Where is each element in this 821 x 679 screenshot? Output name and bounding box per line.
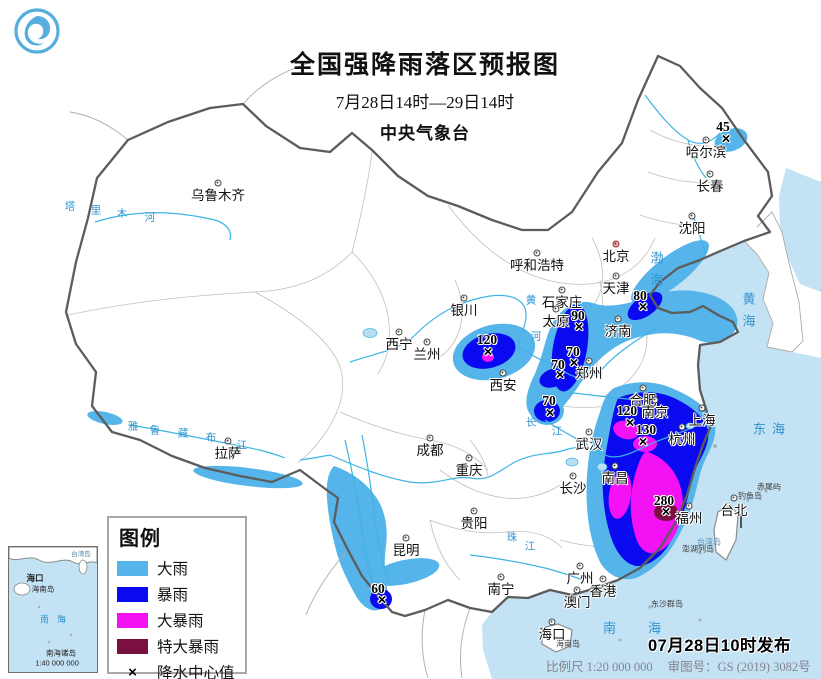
map-scale: 比例尺 1:20 000 000 [546,660,653,674]
legend-label: 特大暴雨 [157,639,220,656]
legend-swatch [117,560,148,576]
forecast-period: 7月28日14时—29日14时 [335,93,515,112]
legend-row: 大暴雨 [117,607,245,633]
legend-label: 大雨 [157,561,189,578]
inset-scale-label: 1:40 000 000 [35,658,79,668]
inset-sea-label: 南海 [39,614,75,625]
cma-logo [13,7,61,55]
islands [541,444,768,653]
legend-row: 大雨 [117,555,245,581]
national-border [64,54,774,618]
legend: 图例 大雨暴雨大暴雨特大暴雨 × 降水中心值 [107,516,247,679]
map-meta-line: 比例尺 1:20 000 000 审图号：GS (2019) 3082号 [546,656,811,675]
legend-items: 大雨暴雨大暴雨特大暴雨 [117,555,245,659]
legend-row-center-value: × 降水中心值 [117,659,245,679]
map-approval-number: 审图号：GS (2019) 3082号 [667,660,811,674]
legend-row: 特大暴雨 [117,633,245,659]
inset-islands-label: 南海诸岛 [46,648,76,658]
publish-time: 07月28日10时发布 [648,637,792,655]
legend-swatch [117,638,148,654]
rivers [94,94,721,593]
legend-swatch [117,612,148,628]
legend-label: 降水中心值 [157,665,235,679]
legend-swatch [117,586,148,602]
title-block: 全国强降雨落区预报图 7月28日14时—29日14时 中央气象台 [245,50,605,144]
foreign-borders [69,61,804,679]
rain-areas [87,128,748,611]
inset-hainan-label: 海南岛 [31,584,55,594]
inset-map: 台湾岛 海口 海南岛 南海 南海诸岛 1:40 000 000 [8,546,98,673]
legend-label: 暴雨 [157,587,189,604]
page-title: 全国强降雨落区预报图 [289,51,560,79]
inset-haikou-label: 海口 [26,573,44,583]
precip-center-symbol: × [128,663,137,679]
agency-name: 中央气象台 [380,124,470,143]
inset-map-graphic [9,547,97,653]
legend-row: 暴雨 [117,581,245,607]
legend-label: 大暴雨 [157,613,204,630]
inset-taiwan-label: 台湾岛 [71,551,91,558]
legend-title: 图例 [119,528,161,550]
sea-area [482,168,821,679]
